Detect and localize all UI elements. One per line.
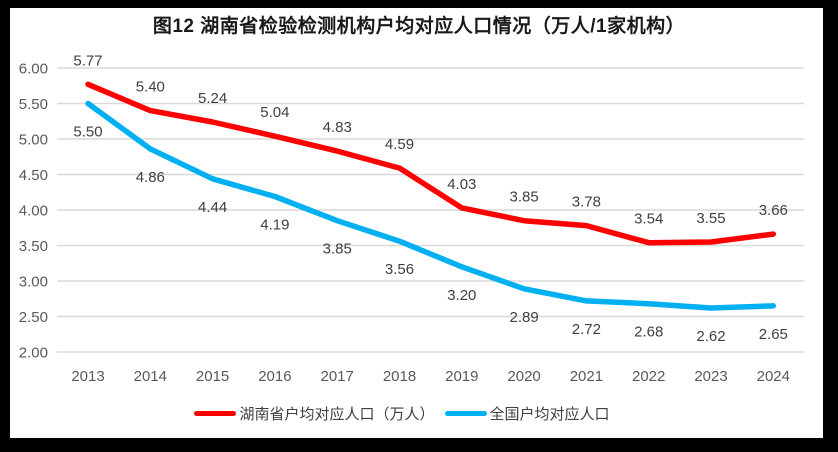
data-label-hunan: 3.85 xyxy=(509,189,538,206)
x-axis-tick-label: 2016 xyxy=(258,368,291,385)
data-label-hunan: 5.24 xyxy=(198,90,227,107)
data-label-hunan: 3.66 xyxy=(759,202,788,219)
x-axis-tick-label: 2015 xyxy=(196,368,229,385)
y-axis-tick-label: 3.00 xyxy=(19,274,48,291)
legend-item-national: 全国户均对应人口 xyxy=(444,403,610,424)
data-label-national: 5.50 xyxy=(73,124,102,141)
data-label-hunan: 5.40 xyxy=(136,79,165,96)
data-label-hunan: 3.55 xyxy=(696,210,725,227)
legend-item-hunan: 湖南省户均对应人口（万人） xyxy=(194,403,435,424)
x-axis-tick-label: 2023 xyxy=(694,368,727,385)
data-label-hunan: 3.78 xyxy=(572,194,601,211)
data-label-hunan: 4.83 xyxy=(323,119,352,136)
data-label-hunan: 4.03 xyxy=(447,176,476,193)
x-axis-tick-label: 2019 xyxy=(445,368,478,385)
y-axis-tick-label: 4.00 xyxy=(19,203,48,220)
data-label-hunan: 5.77 xyxy=(73,52,102,69)
data-label-national: 2.68 xyxy=(634,324,663,341)
x-axis-tick-label: 2018 xyxy=(383,368,416,385)
chart-panel xyxy=(10,8,823,438)
data-label-national: 4.44 xyxy=(198,199,227,216)
data-label-national: 3.20 xyxy=(447,287,476,304)
y-axis-tick-label: 3.50 xyxy=(19,238,48,255)
data-label-national: 4.86 xyxy=(136,169,165,186)
data-label-national: 2.65 xyxy=(759,326,788,343)
data-label-national: 2.62 xyxy=(696,328,725,345)
x-axis-tick-label: 2013 xyxy=(71,368,104,385)
data-label-national: 2.89 xyxy=(509,309,538,326)
data-label-hunan: 5.04 xyxy=(260,104,289,121)
legend-label-hunan: 湖南省户均对应人口（万人） xyxy=(239,406,435,423)
data-label-hunan: 4.59 xyxy=(385,136,414,153)
x-axis-tick-label: 2024 xyxy=(757,368,790,385)
x-axis-tick-label: 2014 xyxy=(134,368,167,385)
data-label-national: 3.56 xyxy=(385,261,414,278)
legend-swatch-national xyxy=(444,411,487,416)
y-axis-tick-label: 2.00 xyxy=(19,345,48,362)
data-label-national: 2.72 xyxy=(572,321,601,338)
legend-label-national: 全国户均对应人口 xyxy=(489,406,610,423)
series-line-national xyxy=(85,100,777,311)
y-axis-tick-label: 5.50 xyxy=(19,96,48,113)
x-axis-tick-label: 2022 xyxy=(632,368,665,385)
x-axis-tick-label: 2021 xyxy=(570,368,603,385)
x-axis-tick-label: 2017 xyxy=(321,368,354,385)
y-axis-tick-label: 5.00 xyxy=(19,132,48,149)
chart-legend: 湖南省户均对应人口（万人） 全国户均对应人口 xyxy=(0,403,821,424)
series-line-hunan xyxy=(85,81,777,246)
data-label-hunan: 3.54 xyxy=(634,211,663,228)
y-axis-tick-label: 6.00 xyxy=(19,61,48,78)
y-axis-tick-label: 4.50 xyxy=(19,167,48,184)
chart-title: 图12 湖南省检验检测机构户均对应人口情况（万人/1家机构） xyxy=(152,16,686,37)
legend-swatch-hunan xyxy=(194,411,237,416)
y-axis-tick-label: 2.50 xyxy=(19,309,48,326)
data-label-national: 4.19 xyxy=(260,217,289,234)
data-label-national: 3.85 xyxy=(323,241,352,258)
x-axis-tick-label: 2020 xyxy=(507,368,540,385)
